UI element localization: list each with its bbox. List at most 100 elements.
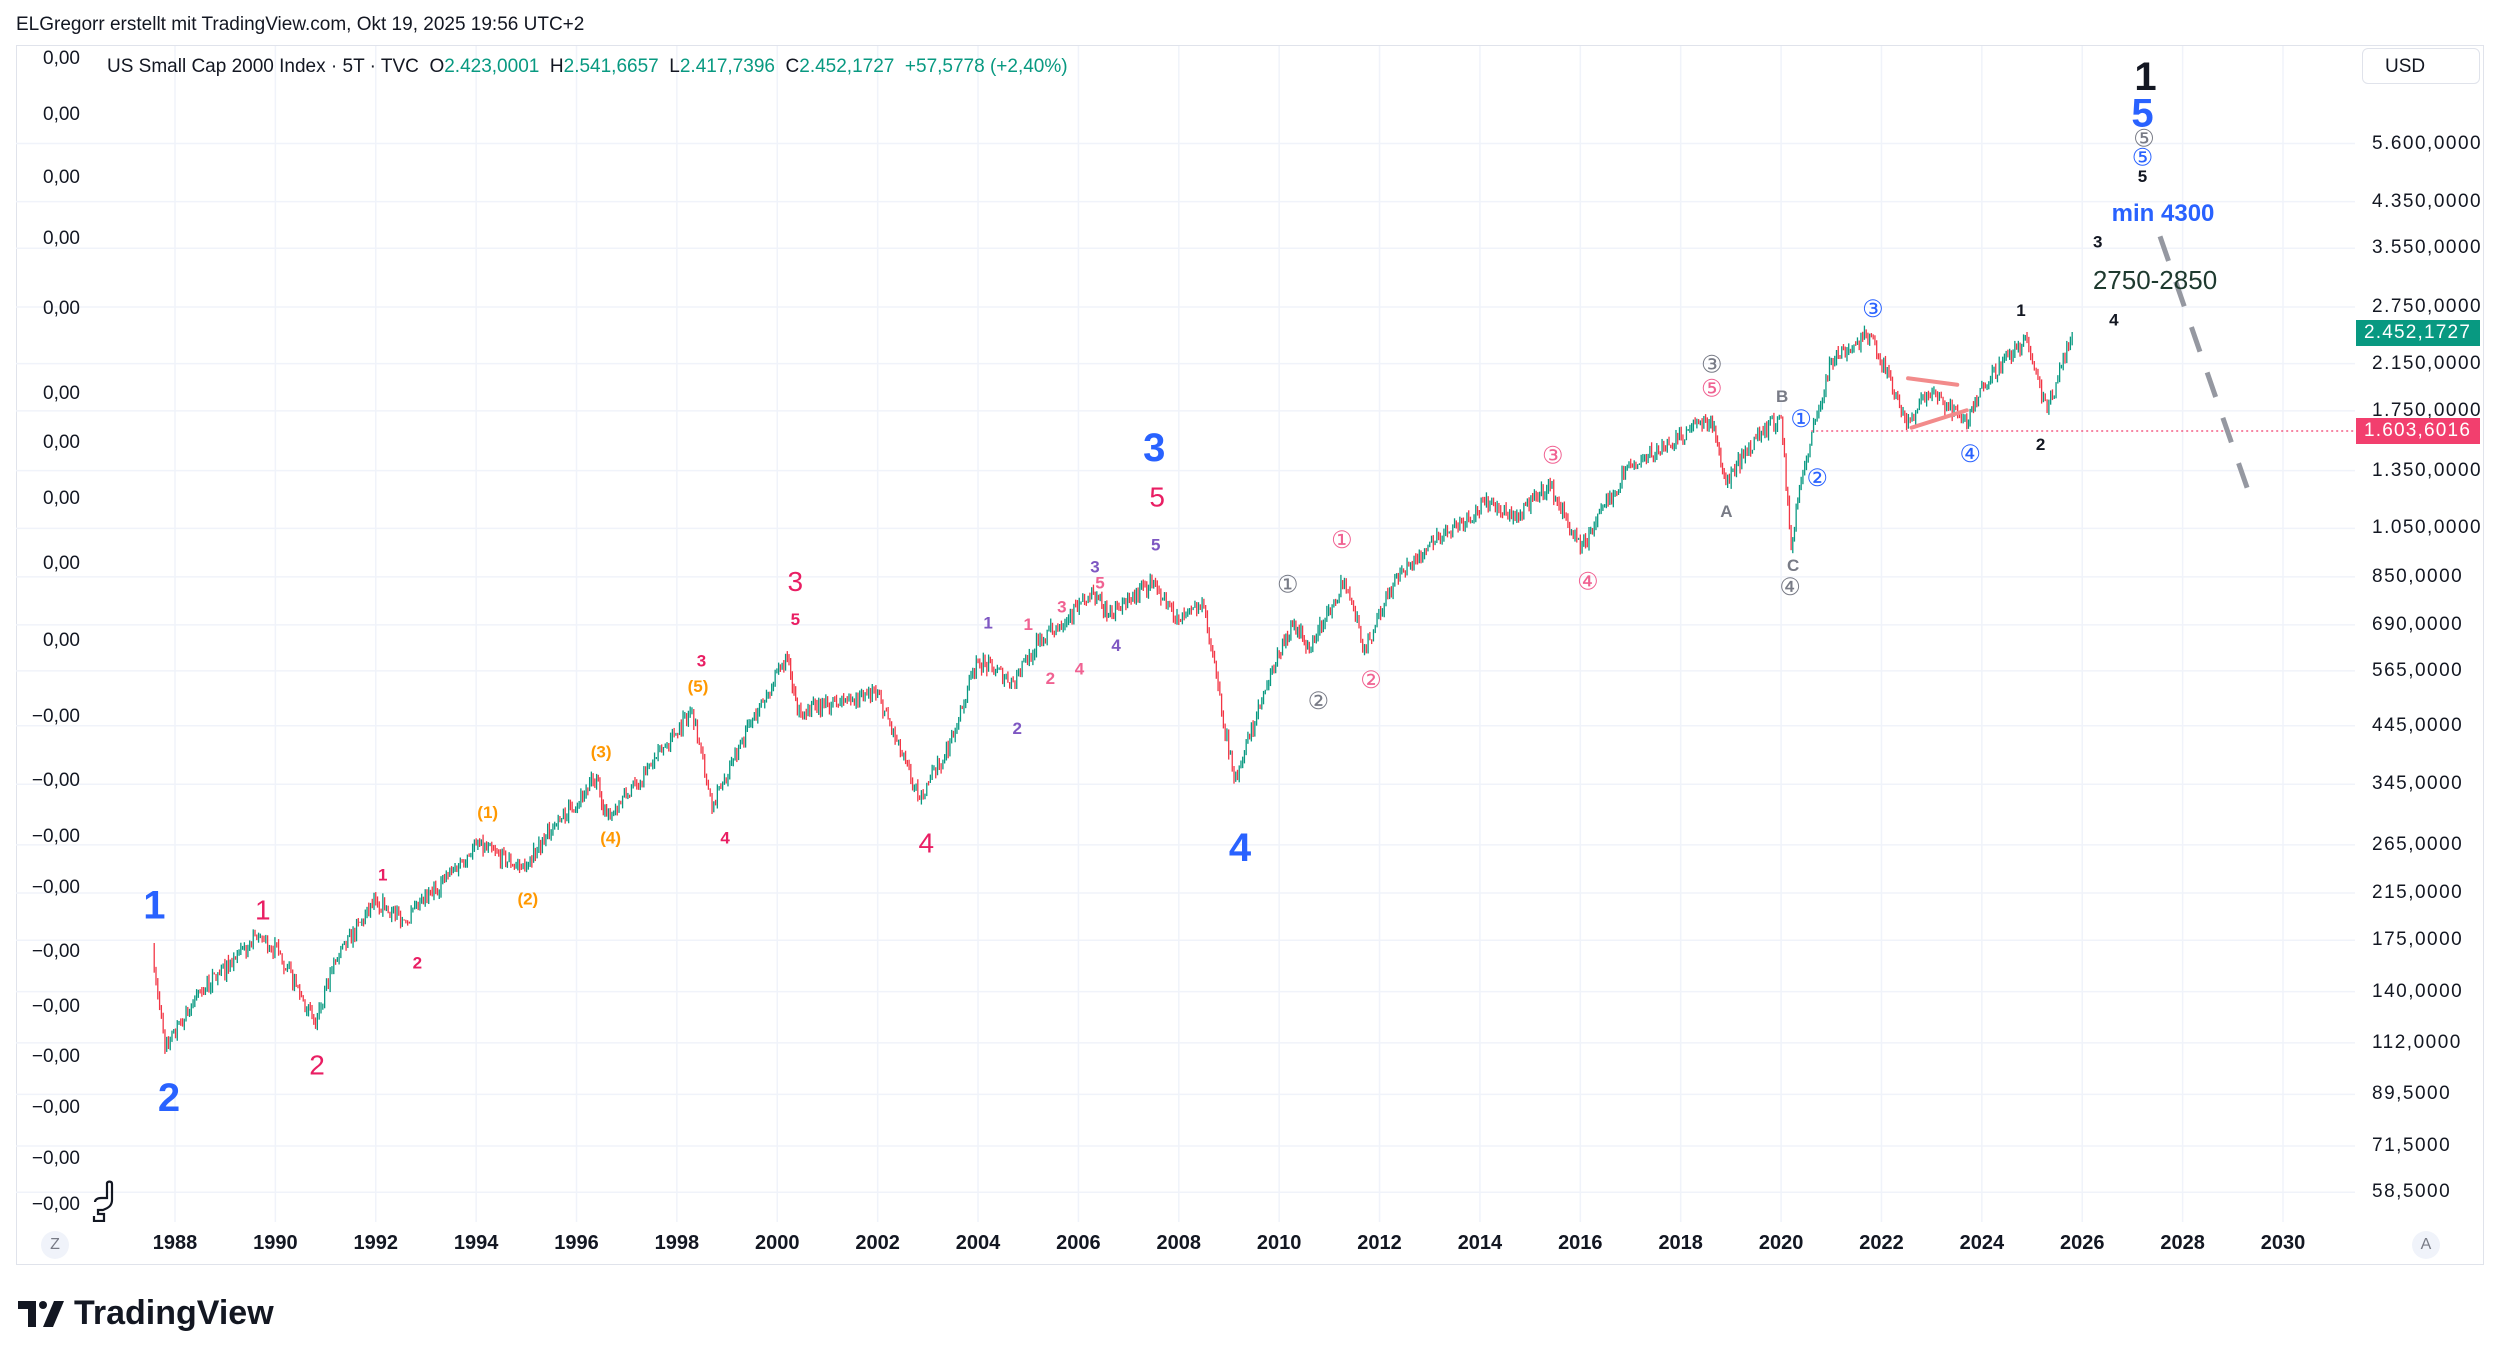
left-axis-label: −0,00 [31, 877, 80, 898]
wave-label: ⑤ [2133, 125, 2155, 152]
left-axis-label: 0,00 [43, 228, 80, 249]
wave-label: 2750-2850 [2093, 265, 2217, 295]
wave-label: 2 [1046, 669, 1055, 688]
currency-button[interactable]: USD [2362, 48, 2480, 84]
wave-label: ② [1360, 667, 1382, 694]
left-axis-label: 0,00 [43, 488, 80, 509]
wave-label: 4 [919, 827, 935, 858]
chart-frame [16, 45, 2484, 1265]
price-tick-label: 2.150,0000 [2372, 352, 2483, 374]
candles [153, 325, 2073, 1054]
price-tick-label: 1.750,0000 [2372, 399, 2483, 421]
price-tick-label: 4.350,0000 [2372, 190, 2483, 212]
left-axis-label: −0,00 [31, 941, 80, 962]
wave-label: ⑤ [2132, 144, 2154, 171]
wave-label: 3 [1057, 597, 1066, 616]
open-value: 2.423,0001 [444, 56, 540, 77]
price-tick-label: 89,5000 [2372, 1083, 2452, 1105]
wave-label: 1 [983, 613, 992, 632]
wave-label: 1 [2134, 55, 2156, 99]
price-tick-label: 2.750,0000 [2372, 295, 2483, 317]
low-label: L [669, 56, 680, 77]
time-tick-label: 1996 [554, 1232, 599, 1254]
wave-labels: 1234511234512345(1)(2)(3)(4)(5)123451234… [143, 55, 2217, 1120]
high-value: 2.541,6657 [563, 56, 659, 77]
time-tick-label: 1994 [453, 1232, 499, 1254]
time-tick-label: 1992 [353, 1232, 399, 1254]
wave-label: 2 [309, 1049, 325, 1080]
price-tick-label: 850,0000 [2372, 565, 2464, 587]
wave-label: 3 [697, 652, 706, 671]
time-tick-label: 2014 [1457, 1232, 1503, 1254]
tradingview-logo-icon [18, 1300, 64, 1327]
symbol-name: US Small Cap 2000 Index · 5T · TVC [107, 56, 419, 77]
symbol-legend: US Small Cap 2000 Index · 5T · TVC O2.42… [107, 56, 1068, 78]
wave-label: ② [1308, 688, 1330, 715]
time-tick-label: 2010 [1256, 1232, 1302, 1254]
left-axis-label: −0,00 [31, 706, 80, 727]
wave-label: 5 [1149, 481, 1165, 512]
left-axis-label: 0,00 [43, 298, 80, 319]
last-price-tag: 2.452,1727 [2356, 320, 2480, 347]
price-tick-label: 215,0000 [2372, 881, 2464, 903]
left-axis-label: −0,00 [31, 1046, 80, 1067]
price-tick-label: 175,0000 [2372, 929, 2464, 951]
wave-label: ③ [1701, 352, 1723, 379]
grid-lines [16, 46, 2355, 1222]
zoom-reset-button[interactable]: Z [41, 1231, 69, 1259]
time-tick-label: 2004 [955, 1232, 1001, 1254]
left-axis-label: 0,00 [43, 48, 80, 69]
left-axis-label: −0,00 [31, 770, 80, 791]
left-axis-label: −0,00 [31, 1194, 80, 1215]
wave-label: 1 [143, 883, 165, 927]
wave-label: (1) [477, 803, 498, 822]
close-label: C [785, 56, 800, 77]
price-tick-label: 5.600,0000 [2372, 132, 2483, 154]
left-axis-label: 0,00 [43, 553, 80, 574]
left-axis-label: −0,00 [31, 1148, 80, 1169]
auto-scale-button[interactable]: A [2412, 1231, 2440, 1259]
wave-label: B [1776, 387, 1788, 406]
wave-label: (5) [688, 677, 709, 696]
wave-label: min 4300 [2112, 200, 2215, 227]
high-label: H [549, 56, 564, 77]
drawings [1811, 235, 2355, 491]
tradingview-logo[interactable]: TradingView [18, 1294, 274, 1333]
time-tick-label: 2026 [2059, 1232, 2105, 1254]
wave-label: ⑤ [1701, 375, 1723, 402]
wave-label: C [1787, 556, 1799, 575]
time-tick-label: 1998 [654, 1232, 700, 1254]
time-tick-label: 2016 [1558, 1232, 1603, 1254]
time-tick-label: 1990 [253, 1232, 298, 1254]
left-axis-label: −0,00 [31, 826, 80, 847]
open-label: O [429, 56, 445, 77]
wave-label: 4 [2109, 310, 2119, 329]
price-tick-label: 690,0000 [2372, 613, 2464, 635]
time-tick-label: 2030 [2260, 1232, 2306, 1254]
time-tick-label: 2012 [1357, 1232, 1402, 1254]
wave-label: 1 [1023, 615, 1032, 634]
wave-label: 3 [788, 566, 804, 597]
wave-label: 4 [720, 828, 730, 847]
wave-label: ③ [1542, 442, 1564, 469]
left-axis-label: 0,00 [43, 432, 80, 453]
wave-label: ④ [1960, 441, 1982, 468]
wave-label: ② [1806, 465, 1828, 492]
price-tick-label: 345,0000 [2372, 773, 2464, 795]
time-tick-label: 2024 [1959, 1232, 2005, 1254]
time-tick-label: 2006 [1056, 1232, 1101, 1254]
wave-label: 5 [2138, 167, 2147, 186]
change-value: +57,5778 (+2,40%) [904, 56, 1068, 77]
triangle-trendline [1906, 376, 1960, 387]
wave-label: 2 [158, 1076, 180, 1120]
wave-label: 5 [791, 610, 800, 629]
price-tick-label: 140,0000 [2372, 980, 2464, 1002]
wave-label: 2 [2036, 435, 2045, 454]
time-tick-label: 1988 [152, 1232, 198, 1254]
wave-label: (4) [600, 828, 621, 847]
wave-label: 5 [1151, 535, 1160, 554]
left-axis-label: 0,00 [43, 104, 80, 125]
wave-label: 2 [1012, 719, 1021, 738]
chart-credit: ELGregorr erstellt mit TradingView.com, … [16, 14, 585, 35]
